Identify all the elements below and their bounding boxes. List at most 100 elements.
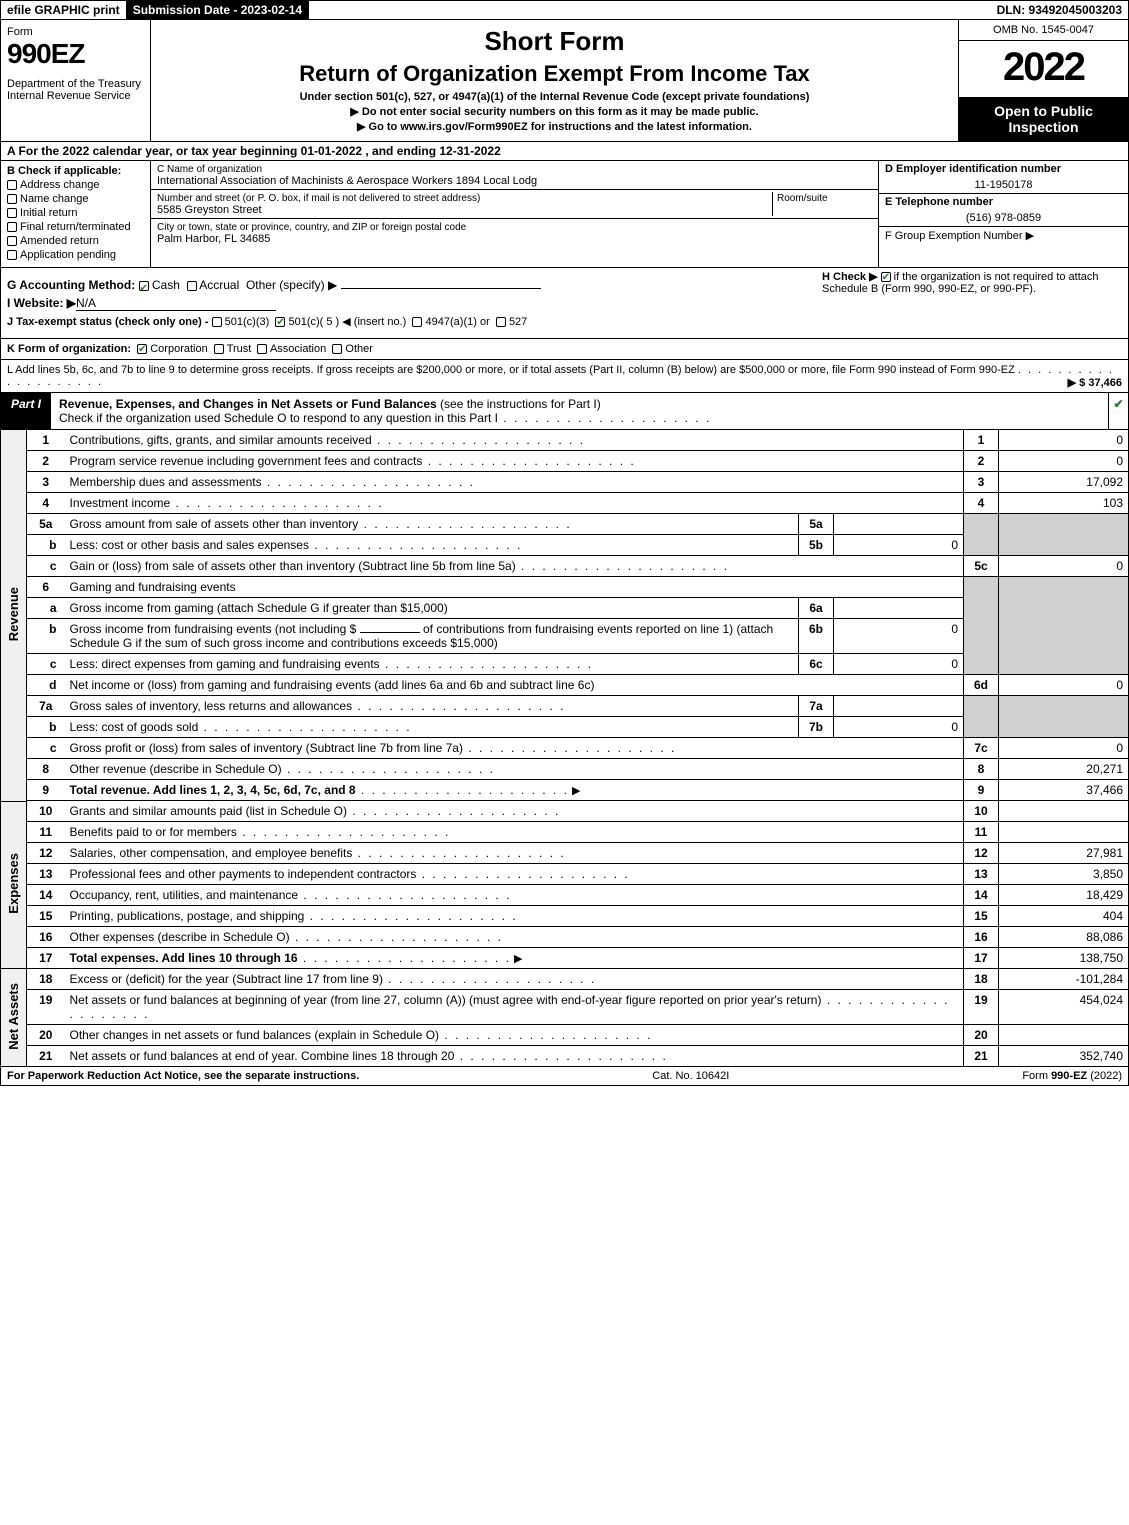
line-7b: bLess: cost of goods sold 7b0 (1, 717, 1129, 738)
efile-graphic-print[interactable]: efile GRAPHIC print (1, 1, 127, 19)
room-label: Room/suite (777, 193, 828, 204)
cb-trust[interactable] (214, 344, 224, 354)
line-15: 15Printing, publications, postage, and s… (1, 906, 1129, 927)
line-7a: 7aGross sales of inventory, less returns… (1, 696, 1129, 717)
cb-amended-return[interactable]: Amended return (7, 235, 144, 247)
netassets-side-label: Net Assets (1, 969, 27, 1067)
cb-corporation[interactable] (137, 344, 147, 354)
department-label: Department of the Treasury Internal Reve… (7, 78, 144, 102)
part-1-table: Revenue 1 Contributions, gifts, grants, … (0, 430, 1129, 1067)
j-label: J Tax-exempt status (check only one) - (7, 316, 209, 328)
cb-final-return[interactable]: Final return/terminated (7, 221, 144, 233)
line-2: 2Program service revenue including gover… (1, 451, 1129, 472)
line-8: 8Other revenue (describe in Schedule O) … (1, 759, 1129, 780)
line-14: 14Occupancy, rent, utilities, and mainte… (1, 885, 1129, 906)
cb-4947[interactable] (412, 317, 422, 327)
cb-application-pending[interactable]: Application pending (7, 249, 144, 261)
line-1: Revenue 1 Contributions, gifts, grants, … (1, 430, 1129, 451)
form-subtitle: Under section 501(c), 527, or 4947(a)(1)… (161, 91, 948, 103)
cb-accrual[interactable] (187, 281, 197, 291)
cb-initial-return[interactable]: Initial return (7, 207, 144, 219)
form-label: Form (7, 26, 144, 38)
line-6b: bGross income from fundraising events (n… (1, 619, 1129, 654)
street-label: Number and street (or P. O. box, if mail… (157, 193, 480, 204)
paperwork-notice: For Paperwork Reduction Act Notice, see … (7, 1070, 359, 1082)
part1-schedule-o-check[interactable]: ✔ (1108, 393, 1128, 429)
block-b-c-d-e: B Check if applicable: Address change Na… (0, 161, 1129, 268)
cb-501c[interactable] (275, 317, 285, 327)
header-right-block: OMB No. 1545-0047 2022 Open to Public In… (958, 20, 1128, 141)
line-13: 13Professional fees and other payments t… (1, 864, 1129, 885)
line-6a: aGross income from gaming (attach Schedu… (1, 598, 1129, 619)
line-6d: dNet income or (loss) from gaming and fu… (1, 675, 1129, 696)
part-title: Revenue, Expenses, and Changes in Net As… (51, 393, 1108, 429)
tax-year: 2022 (959, 41, 1128, 97)
instructions-link[interactable]: ▶ Go to www.irs.gov/Form990EZ for instru… (161, 120, 948, 133)
line-7c: cGross profit or (loss) from sales of in… (1, 738, 1129, 759)
org-street-row: Number and street (or P. O. box, if mail… (151, 190, 878, 219)
line-11: 11Benefits paid to or for members11 (1, 822, 1129, 843)
form-number: 990EZ (7, 38, 144, 70)
block-c-org-info: C Name of organization International Ass… (151, 161, 878, 267)
org-city-row: City or town, state or province, country… (151, 219, 878, 247)
line-5b: bLess: cost or other basis and sales exp… (1, 535, 1129, 556)
form-title: Return of Organization Exempt From Incom… (161, 61, 948, 87)
form-version: Form 990-EZ (2022) (1022, 1070, 1122, 1082)
cash-label: Cash (152, 278, 180, 292)
cb-name-change[interactable]: Name change (7, 193, 144, 205)
row-k: K Form of organization: Corporation Trus… (0, 339, 1129, 360)
phone-label: E Telephone number (879, 193, 1128, 210)
website-value: N/A (76, 296, 276, 311)
part-1-header: Part I Revenue, Expenses, and Changes in… (0, 393, 1129, 430)
dln: DLN: 93492045003203 (991, 1, 1128, 19)
line-21: 21Net assets or fund balances at end of … (1, 1046, 1129, 1067)
ein-value: 11-1950178 (879, 177, 1128, 193)
line-17: 17Total expenses. Add lines 10 through 1… (1, 948, 1129, 969)
l-amount: ▶ $ 37,466 (1068, 376, 1122, 389)
omb-number: OMB No. 1545-0047 (959, 20, 1128, 41)
l-text: L Add lines 5b, 6c, and 7b to line 9 to … (7, 364, 1015, 376)
rows-g-h-i-j: H Check ▶ if the organization is not req… (0, 268, 1129, 339)
expenses-side-label: Expenses (1, 801, 27, 969)
cb-association[interactable] (257, 344, 267, 354)
line-3: 3Membership dues and assessments 317,092 (1, 472, 1129, 493)
line-16: 16Other expenses (describe in Schedule O… (1, 927, 1129, 948)
line-6: 6Gaming and fundraising events (1, 577, 1129, 598)
h-checkbox[interactable] (881, 272, 891, 282)
org-name-label: C Name of organization (157, 164, 262, 175)
row-h: H Check ▶ if the organization is not req… (822, 270, 1122, 295)
line-4: 4Investment income 4103 (1, 493, 1129, 514)
form-id-block: Form 990EZ Department of the Treasury In… (1, 20, 151, 141)
block-d-e-f: D Employer identification number 11-1950… (878, 161, 1128, 267)
line-9: 9Total revenue. Add lines 1, 2, 3, 4, 5c… (1, 780, 1129, 801)
g-label: G Accounting Method: (7, 278, 135, 292)
city: Palm Harbor, FL 34685 (157, 233, 270, 245)
line-19: 19Net assets or fund balances at beginni… (1, 990, 1129, 1025)
line-18: Net Assets 18Excess or (deficit) for the… (1, 969, 1129, 990)
cb-527[interactable] (496, 317, 506, 327)
row-l: L Add lines 5b, 6c, and 7b to line 9 to … (0, 360, 1129, 393)
block-b-head: B Check if applicable: (7, 165, 144, 177)
other-specify-input[interactable] (341, 288, 541, 289)
street: 5585 Greyston Street (157, 204, 262, 216)
cb-cash[interactable] (139, 281, 149, 291)
i-label: I Website: ▶ (7, 296, 76, 310)
short-form-label: Short Form (161, 26, 948, 57)
cb-other-org[interactable] (332, 344, 342, 354)
row-j: J Tax-exempt status (check only one) - 5… (7, 315, 1122, 328)
line-6c: cLess: direct expenses from gaming and f… (1, 654, 1129, 675)
h-label: H Check ▶ (822, 271, 878, 283)
line-10: Expenses 10Grants and similar amounts pa… (1, 801, 1129, 822)
org-name-row: C Name of organization International Ass… (151, 161, 878, 190)
accrual-label: Accrual (199, 278, 239, 292)
submission-date: Submission Date - 2023-02-14 (127, 1, 309, 19)
line-5c: cGain or (loss) from sale of assets othe… (1, 556, 1129, 577)
group-exemption: F Group Exemption Number ▶ (879, 226, 1128, 244)
cb-501c3[interactable] (212, 317, 222, 327)
cb-address-change[interactable]: Address change (7, 179, 144, 191)
row-a-tax-year: A For the 2022 calendar year, or tax yea… (0, 142, 1129, 161)
top-bar: efile GRAPHIC print Submission Date - 20… (0, 0, 1129, 20)
row-i: I Website: ▶N/A (7, 296, 1122, 311)
page-footer: For Paperwork Reduction Act Notice, see … (0, 1067, 1129, 1086)
line-5a: 5aGross amount from sale of assets other… (1, 514, 1129, 535)
